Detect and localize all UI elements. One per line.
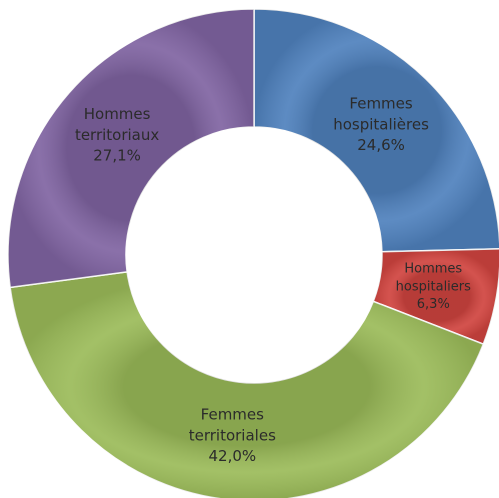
label-line: Hommes [84,105,151,123]
category-label: Hommes hospitaliers [396,261,471,294]
category-label: Hommes territoriaux [75,105,159,144]
slice-shade [7,9,254,288]
value-label: 42,0% [208,447,256,465]
value-label: 6,3% [417,297,450,312]
slice-shade [254,9,499,252]
category-label: Femmes hospitalières [333,94,429,133]
label-line: Femmes [201,405,264,423]
label-line: hospitaliers [396,279,471,294]
label-line: Hommes [404,261,462,276]
label-line: territoriaux [75,126,159,144]
label-line: Femmes [349,94,412,112]
value-label: 24,6% [357,136,405,154]
value-label: 27,1% [93,147,141,165]
slice-shade [373,248,499,345]
slice-shade [10,271,484,498]
label-line: hospitalières [333,115,429,133]
category-label: Femmes territoriales [189,405,276,444]
label-line: territoriales [189,426,276,444]
